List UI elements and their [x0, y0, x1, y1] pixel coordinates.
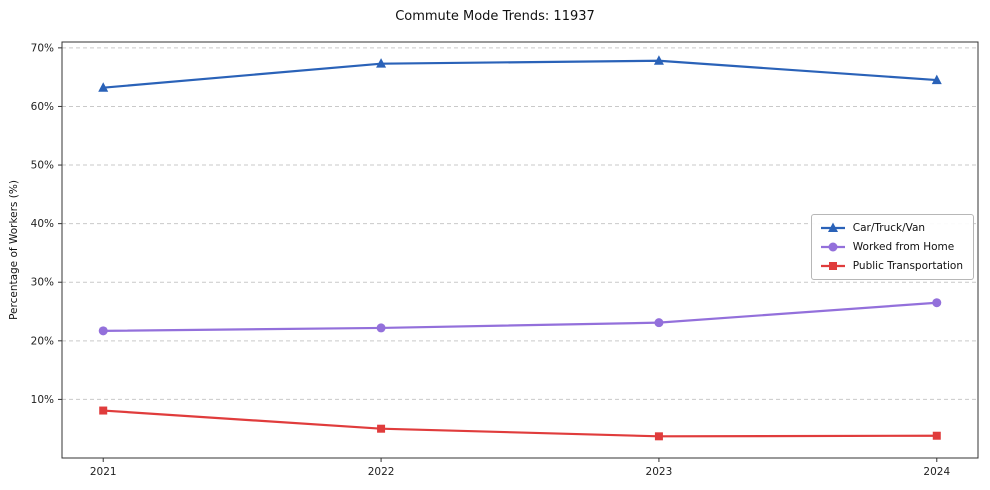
series-line-0	[102, 59, 938, 89]
x-tick-label: 2023	[646, 466, 673, 478]
circle-marker	[932, 298, 942, 308]
square-marker	[99, 406, 108, 415]
square-legend-icon	[820, 262, 845, 270]
y-tick-label: 40%	[31, 218, 54, 230]
triangle-marker	[827, 222, 838, 232]
y-tick-label: 70%	[31, 42, 54, 54]
series-line-2	[102, 409, 938, 438]
triangle-legend-icon	[820, 222, 845, 232]
triangle-marker	[98, 82, 109, 92]
square-marker	[377, 424, 386, 433]
y-tick-label: 50%	[31, 160, 54, 172]
triangle-marker	[653, 55, 664, 65]
y-tick-label: 30%	[31, 277, 54, 289]
series-line-1	[102, 301, 938, 332]
x-tick-label: 2021	[90, 466, 117, 478]
square-marker	[828, 262, 837, 270]
circle-marker	[98, 326, 108, 336]
circle-marker	[828, 242, 838, 252]
square-marker	[932, 431, 941, 440]
circle-marker	[376, 323, 386, 333]
y-tick-label: 10%	[31, 394, 54, 406]
legend-item-1: Worked from Home	[820, 241, 963, 253]
legend-label: Worked from Home	[852, 241, 955, 253]
triangle-marker	[931, 74, 942, 85]
x-tick-label: 2024	[923, 466, 950, 478]
legend-label: Car/Truck/Van	[852, 222, 926, 234]
square-marker	[654, 432, 663, 441]
legend: Car/Truck/Van Worked from Home Public Tran…	[810, 214, 974, 280]
legend-item-2: Public Transportation	[820, 260, 963, 272]
plot-border	[61, 41, 979, 459]
circle-marker	[654, 318, 664, 328]
triangle-marker	[376, 58, 387, 68]
y-tick-label: 20%	[31, 335, 54, 347]
legend-item-0: Car/Truck/Van	[820, 222, 963, 234]
circle-legend-icon	[820, 242, 845, 252]
y-tick-label: 60%	[31, 101, 54, 113]
legend-label: Public Transportation	[852, 260, 963, 272]
x-tick-label: 2022	[368, 466, 395, 478]
chart-title: Commute Mode Trends: 11937	[395, 9, 595, 24]
